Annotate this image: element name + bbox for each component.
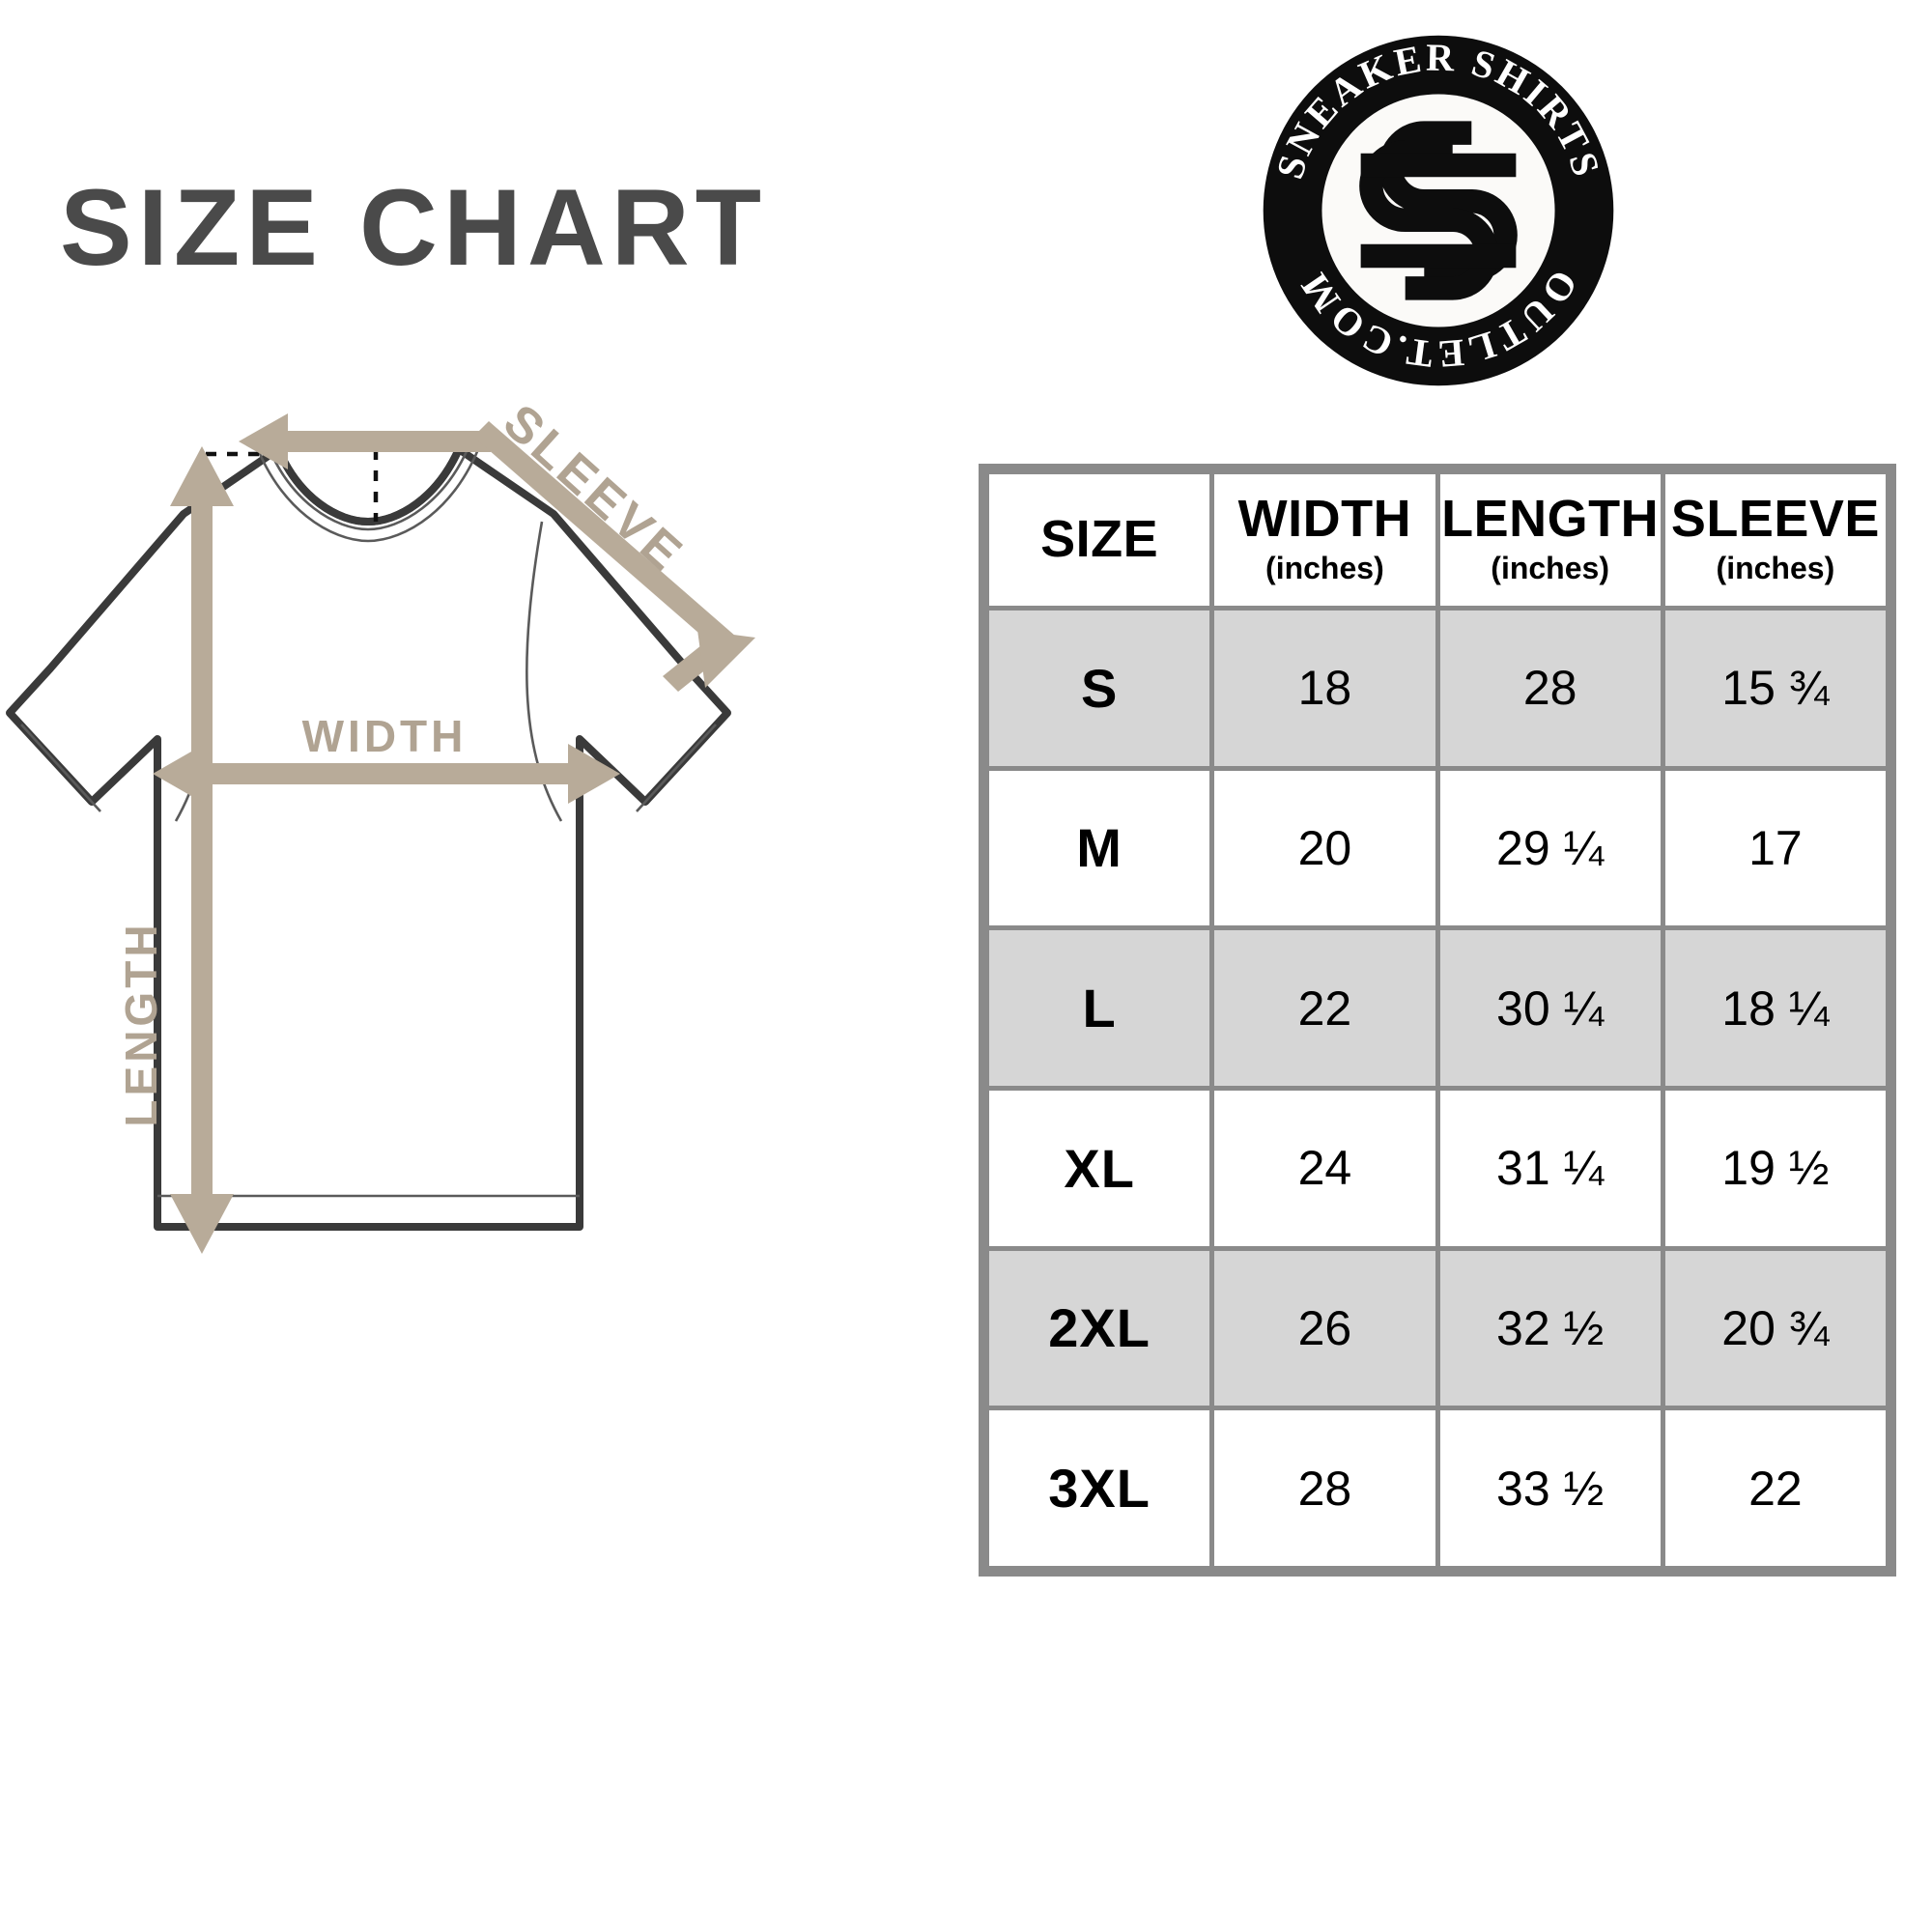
header-cell-size: SIZE (989, 474, 1210, 606)
cell-width: 28 (1214, 1410, 1435, 1566)
cell-length: 32 ½ (1439, 1250, 1661, 1406)
cell-length: 31 ¼ (1439, 1090, 1661, 1246)
width-arrow (153, 744, 620, 804)
cell-width: 20 (1214, 770, 1435, 926)
table-row: XL 24 31 ¼ 19 ½ (989, 1090, 1886, 1246)
table-row: S 18 28 15 ¾ (989, 611, 1886, 766)
header-length-label: LENGTH (1441, 490, 1660, 549)
cell-size: L (989, 930, 1210, 1086)
logo-monogram (1359, 121, 1518, 300)
header-length-unit: (inches) (1491, 550, 1609, 585)
header-cell-sleeve: SLEEVE (inches) (1664, 474, 1886, 606)
header-size-label: SIZE (1040, 510, 1159, 569)
cell-sleeve: 15 ¾ (1664, 611, 1886, 766)
table-row: 3XL 28 33 ½ 22 (989, 1410, 1886, 1566)
cell-width: 26 (1214, 1250, 1435, 1406)
header-width-unit: (inches) (1265, 550, 1384, 585)
header-width-label: WIDTH (1237, 490, 1412, 549)
table-row: L 22 30 ¼ 18 ¼ (989, 930, 1886, 1086)
cell-length: 28 (1439, 611, 1661, 766)
header-cell-length: LENGTH (inches) (1439, 474, 1661, 606)
table-row: 2XL 26 32 ½ 20 ¾ (989, 1250, 1886, 1406)
cell-sleeve: 18 ¼ (1664, 930, 1886, 1086)
cell-size: 2XL (989, 1250, 1210, 1406)
header-sleeve-unit: (inches) (1716, 550, 1835, 585)
cell-sleeve: 22 (1664, 1410, 1886, 1566)
cell-size: XL (989, 1090, 1210, 1246)
cell-sleeve: 17 (1664, 770, 1886, 926)
cell-sleeve: 19 ½ (1664, 1090, 1886, 1246)
sleeve-arrow (239, 413, 755, 692)
header-cell-width: WIDTH (inches) (1214, 474, 1435, 606)
size-chart-table-container: SIZE WIDTH (inches) LENGTH (inches) SLEE… (979, 464, 1896, 1577)
cell-size: M (989, 770, 1210, 926)
cell-length: 30 ¼ (1439, 930, 1661, 1086)
cell-size: S (989, 611, 1210, 766)
brand-logo: SNEAKER SHIRTS OUTLET.COM (1249, 21, 1628, 400)
length-arrow (170, 446, 234, 1254)
cell-width: 22 (1214, 930, 1435, 1086)
cell-length: 29 ¼ (1439, 770, 1661, 926)
length-label: LENGTH (116, 921, 166, 1126)
cell-sleeve: 20 ¾ (1664, 1250, 1886, 1406)
cell-width: 24 (1214, 1090, 1435, 1246)
table-header-row: SIZE WIDTH (inches) LENGTH (inches) SLEE… (989, 474, 1886, 606)
cell-width: 18 (1214, 611, 1435, 766)
cell-length: 33 ½ (1439, 1410, 1661, 1566)
tshirt-measurement-diagram: WIDTH LENGTH SLEEVE (0, 394, 966, 1681)
header-sleeve-label: SLEEVE (1670, 490, 1880, 549)
table-row: M 20 29 ¼ 17 (989, 770, 1886, 926)
page-title: SIZE CHART (60, 167, 767, 288)
size-chart-table: SIZE WIDTH (inches) LENGTH (inches) SLEE… (984, 469, 1890, 1571)
width-label: WIDTH (302, 711, 468, 761)
cell-size: 3XL (989, 1410, 1210, 1566)
